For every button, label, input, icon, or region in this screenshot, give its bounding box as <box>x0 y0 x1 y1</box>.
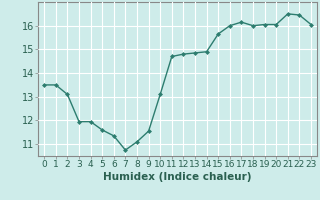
X-axis label: Humidex (Indice chaleur): Humidex (Indice chaleur) <box>103 172 252 182</box>
